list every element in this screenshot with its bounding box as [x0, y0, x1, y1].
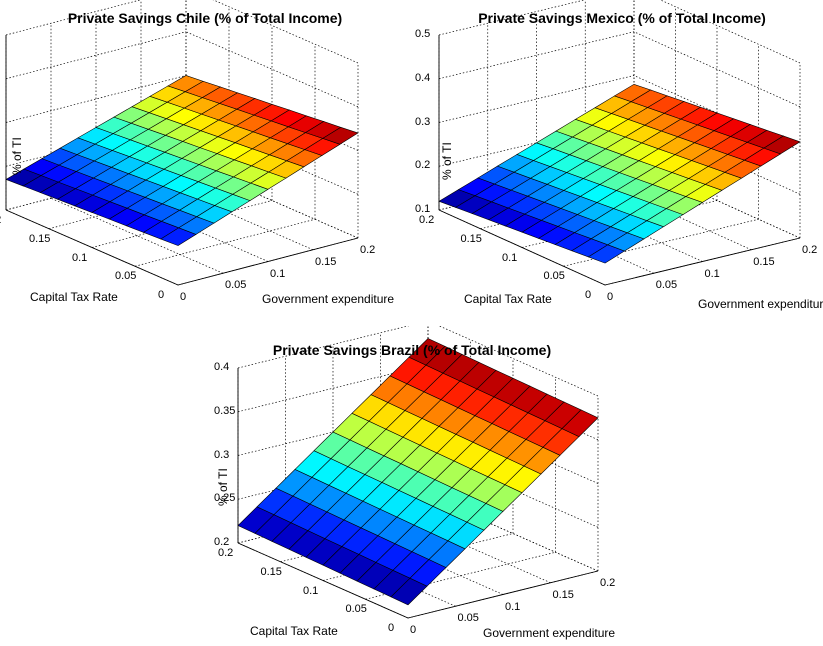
y-tick-label: 0.1: [72, 251, 88, 264]
z-tick-label: 0.4: [415, 71, 431, 84]
surface-cell: [763, 135, 801, 155]
x-tick-label: 0.15: [753, 255, 775, 268]
x-axis-label: Government expenditure: [698, 297, 823, 311]
chart-title: Private Savings Chile (% of Total Income…: [67, 10, 343, 26]
y-tick-label: 0.1: [303, 584, 319, 597]
chart-brazil: Private Savings Brazil (% of Total Incom…: [200, 326, 620, 646]
z-tick-label: 0.4: [214, 361, 230, 373]
y-tick-label: 0: [388, 622, 395, 634]
y-axis-label: Capital Tax Rate: [250, 624, 338, 638]
y-axis-label: Capital Tax Rate: [464, 292, 552, 306]
chart-surface-svg: [237, 326, 599, 619]
x-tick-label: 0.1: [270, 267, 286, 280]
y-tick-label: 0.1: [502, 251, 518, 264]
surface-mesh: [438, 83, 801, 264]
surface-cell: [561, 409, 599, 437]
x-tick-label: 0.15: [552, 588, 574, 601]
surface-mesh: [5, 75, 359, 246]
x-tick-label: 0.05: [655, 279, 678, 292]
z-tick-label: 0.2: [214, 536, 230, 548]
y-tick-label: 0.05: [115, 270, 137, 283]
chart-chile: Private Savings Chile (% of Total Income…: [0, 0, 410, 322]
chart-title: Private Savings Brazil (% of Total Incom…: [272, 342, 552, 358]
surface-cell: [322, 126, 359, 145]
surface-mesh: [237, 338, 599, 606]
chart-title: Private Savings Mexico (% of Total Incom…: [478, 10, 766, 26]
z-axis-label: % of TI: [440, 142, 454, 180]
y-tick-label: 0.2: [419, 214, 435, 226]
y-tick-label: 0.15: [260, 565, 282, 578]
chart-mexico: Private Savings Mexico (% of Total Incom…: [412, 0, 823, 322]
axis-lines: [5, 35, 359, 286]
x-tick-label: 0.2: [360, 244, 376, 256]
z-tick-label: 0.3: [214, 448, 230, 461]
y-tick-label: 0.05: [543, 270, 565, 283]
y-tick-label: 0.05: [345, 603, 367, 616]
y-tick-label: 0.15: [460, 232, 482, 245]
x-tick-label: 0.05: [457, 612, 479, 625]
x-tick-label: 0.2: [600, 577, 616, 589]
z-tick-label: 0.35: [214, 404, 236, 417]
y-tick-label: 0: [158, 289, 165, 301]
chart-surface-svg: [5, 0, 359, 286]
x-tick-label: 0.1: [704, 267, 720, 280]
x-tick-label: 0.2: [802, 244, 818, 256]
x-tick-label: 0: [410, 624, 417, 636]
x-axis-label: Government expenditure: [262, 292, 395, 306]
axis-lines: [237, 368, 599, 619]
y-tick-label: 0.2: [0, 214, 1, 226]
chart-surface-svg: [438, 0, 801, 286]
z-axis-label: % of TI: [10, 137, 24, 175]
x-tick-label: 0.05: [225, 279, 247, 292]
x-axis-label: Government expenditure: [483, 626, 616, 640]
z-tick-label: 0.5: [415, 28, 431, 40]
x-tick-label: 0.15: [315, 255, 337, 268]
y-tick-label: 0: [585, 289, 592, 301]
z-tick-label: 0.3: [415, 115, 431, 128]
z-tick-label: 0.1: [415, 203, 431, 215]
y-tick-label: 0.2: [218, 547, 234, 559]
z-tick-label: 0.25: [214, 492, 236, 505]
z-tick-label: 0.2: [415, 159, 431, 172]
y-tick-label: 0.15: [29, 232, 51, 245]
y-axis-label: Capital Tax Rate: [30, 290, 118, 304]
z-axis-label: % of TI: [216, 468, 230, 506]
axis-lines: [438, 35, 801, 286]
x-tick-label: 0: [180, 291, 187, 303]
x-tick-label: 0: [607, 291, 614, 303]
x-tick-label: 0.1: [505, 600, 521, 613]
